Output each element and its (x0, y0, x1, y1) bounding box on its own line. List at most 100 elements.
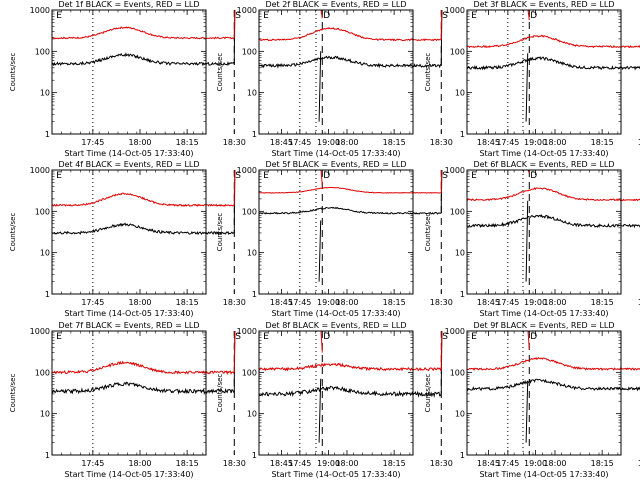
detector-panel-8: Det 8f BLACK = Events, RED = LLD Counts/s… (216, 321, 547, 479)
x-tick-label: 18:00 (128, 138, 151, 147)
lld-rate-line (51, 9, 236, 40)
x-tick-label: 18:00 (335, 459, 358, 468)
event-rate-line (258, 169, 443, 215)
lld-rate-line-after (320, 330, 323, 353)
y-tick-label: 10 (247, 89, 257, 98)
x-tick-label: 18:30 (638, 298, 640, 307)
y-tick-label: 100 (35, 207, 50, 216)
lld-rate-line-after (527, 330, 530, 350)
event-rate-line (51, 169, 236, 236)
detector-panel-5: Det 5f BLACK = Events, RED = LLD Counts/s… (216, 160, 547, 318)
x-tick-label: 17:45 (496, 459, 519, 468)
event-marker-label: E (263, 171, 269, 181)
y-tick-label: 10 (455, 89, 465, 98)
event-rate-line (51, 330, 236, 395)
x-tick-label: 18:30 (223, 459, 246, 468)
panel-title: Det 7f BLACK = Events, RED = LLD (58, 321, 199, 330)
plot-frame (258, 330, 414, 456)
y-tick-label: 100 (242, 207, 257, 216)
panel-title: Det 3f BLACK = Events, RED = LLD (473, 0, 614, 9)
lld-rate-line (258, 9, 443, 42)
event-marker-label: E (471, 11, 477, 21)
y-axis-label: Counts/sec (216, 374, 224, 413)
lld-rate-line-after (527, 9, 530, 21)
y-tick-label: 10 (247, 249, 257, 258)
y-tick-label: 1000 (237, 327, 257, 336)
plot-frame (51, 330, 207, 456)
x-tick-label: 18:00 (335, 298, 358, 307)
lld-rate-line (466, 34, 640, 49)
x-tick-label: 17:45 (288, 459, 311, 468)
x-tick-label: 19:00 (524, 298, 547, 307)
event-marker-label: D (323, 11, 330, 21)
panel-title: Det 1f BLACK = Events, RED = LLD (58, 0, 199, 9)
y-tick-label: 1 (45, 451, 50, 460)
lld-rate-line (51, 169, 236, 207)
y-tick-label: 10 (247, 410, 257, 419)
y-tick-label: 100 (450, 207, 465, 216)
x-tick-label: 18:15 (591, 298, 614, 307)
event-rate-line-after (525, 381, 529, 443)
x-tick-label: 18:00 (335, 138, 358, 147)
event-marker-label: E (56, 332, 62, 342)
event-marker-label: S (442, 11, 448, 21)
x-tick-label: 18:15 (383, 298, 406, 307)
x-axis-label: Start Time (14-Oct-05 17:33:40) (479, 309, 608, 318)
event-marker-label: D (323, 171, 330, 181)
y-tick-label: 1000 (445, 6, 465, 15)
x-tick-label: 17:45 (496, 298, 519, 307)
y-tick-label: 100 (450, 368, 465, 377)
x-tick-label: 18:00 (543, 459, 566, 468)
x-tick-label: 18:45 (270, 298, 293, 307)
y-tick-label: 1 (252, 290, 257, 299)
y-axis-label: Counts/sec (424, 53, 432, 92)
plot-frame (466, 330, 622, 456)
lld-rate-line (51, 330, 236, 376)
x-axis-label: Start Time (14-Oct-05 17:33:40) (479, 149, 608, 158)
lld-rate-line (466, 187, 640, 202)
event-rate-line (466, 213, 640, 229)
plot-frame (466, 169, 622, 295)
x-tick-label: 17:45 (288, 138, 311, 147)
event-rate-line (258, 330, 443, 398)
x-tick-label: 18:15 (383, 138, 406, 147)
y-axis-label: Counts/sec (424, 374, 432, 413)
plot-frame (258, 9, 414, 135)
detector-panel-6: Det 6f BLACK = Events, RED = LLD Counts/s… (424, 160, 640, 318)
x-tick-label: 18:30 (430, 298, 453, 307)
event-rate-line-after (318, 51, 322, 122)
x-tick-label: 18:15 (591, 459, 614, 468)
x-tick-label: 18:30 (638, 138, 640, 147)
panel-title: Det 8f BLACK = Events, RED = LLD (265, 321, 406, 330)
y-axis-label: Counts/sec (216, 213, 224, 252)
event-marker-label: E (56, 11, 62, 21)
y-tick-label: 1000 (237, 166, 257, 175)
y-tick-label: 1000 (30, 6, 50, 15)
event-marker-label: E (471, 171, 477, 181)
y-tick-label: 1 (460, 451, 465, 460)
x-axis-label: Start Time (14-Oct-05 17:33:40) (64, 149, 193, 158)
event-rate-line (259, 9, 443, 69)
plot-frame (51, 169, 207, 295)
x-tick-label: 18:45 (477, 298, 500, 307)
x-tick-label: 18:45 (270, 459, 293, 468)
y-tick-label: 10 (455, 410, 465, 419)
y-tick-label: 1 (252, 130, 257, 139)
plot-frame (258, 169, 414, 295)
x-tick-label: 17:45 (81, 459, 104, 468)
x-tick-label: 18:30 (638, 459, 640, 468)
x-tick-label: 18:45 (477, 138, 500, 147)
x-tick-label: 19:00 (524, 459, 547, 468)
x-tick-label: 18:00 (128, 459, 151, 468)
detector-panel-2: Det 2f BLACK = Events, RED = LLD Counts/s… (216, 0, 547, 158)
y-tick-label: 10 (40, 89, 50, 98)
lld-rate-line-after (320, 169, 323, 186)
x-tick-label: 18:30 (430, 459, 453, 468)
event-marker-label: D (323, 332, 330, 342)
y-tick-label: 1 (45, 290, 50, 299)
x-axis-label: Start Time (14-Oct-05 17:33:40) (271, 149, 400, 158)
event-marker-label: S (442, 332, 448, 342)
x-tick-label: 18:30 (430, 138, 453, 147)
x-axis-label: Start Time (14-Oct-05 17:33:40) (271, 470, 400, 479)
